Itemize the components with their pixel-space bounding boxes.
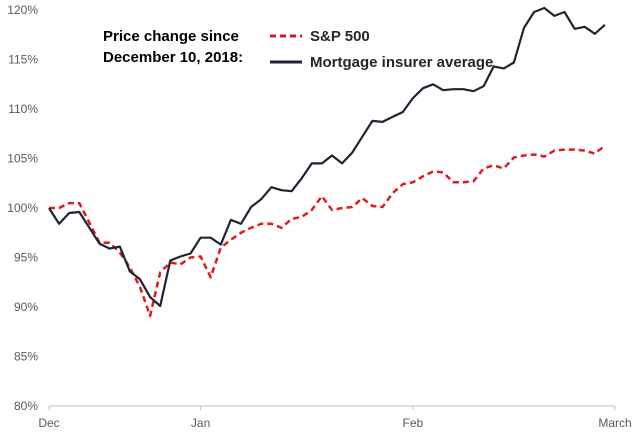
y-tick-label: 120%: [7, 3, 38, 17]
x-tick-label: Dec: [38, 416, 59, 430]
series-layer: [48, 6, 606, 318]
y-tick-label: 115%: [8, 53, 38, 67]
y-tick-label: 95%: [14, 251, 38, 265]
series-line-s-p-500: [49, 144, 606, 318]
series-line-mortgage-insurer-average: [48, 6, 606, 308]
x-tick-label: March: [598, 416, 631, 430]
y-axis: 80% 85% 90% 95% 100% 105% 110% 115% 120%: [7, 3, 38, 413]
y-tick-label: 105%: [7, 152, 38, 166]
legend-label-mortgage-insurer: Mortgage insurer average: [310, 54, 493, 71]
x-tick-label: Jan: [191, 416, 210, 430]
y-tick-label: 100%: [7, 201, 38, 215]
legend-title-line-2: December 10, 2018:: [103, 49, 243, 66]
x-axis: Dec Jan Feb March: [38, 405, 632, 430]
legend-label-sp500: S&P 500: [310, 28, 370, 45]
legend-item-mortgage-insurer: Mortgage insurer average: [270, 54, 493, 71]
legend-title-line-1: Price change since: [103, 28, 239, 45]
x-tick-label: Feb: [403, 416, 424, 430]
legend: Price change since December 10, 2018: S&…: [103, 28, 493, 71]
y-tick-label: 110%: [8, 102, 38, 116]
y-tick-label: 80%: [14, 399, 38, 413]
y-tick-label: 85%: [14, 350, 38, 364]
y-tick-label: 90%: [14, 300, 38, 314]
legend-item-sp500: S&P 500: [270, 28, 370, 45]
